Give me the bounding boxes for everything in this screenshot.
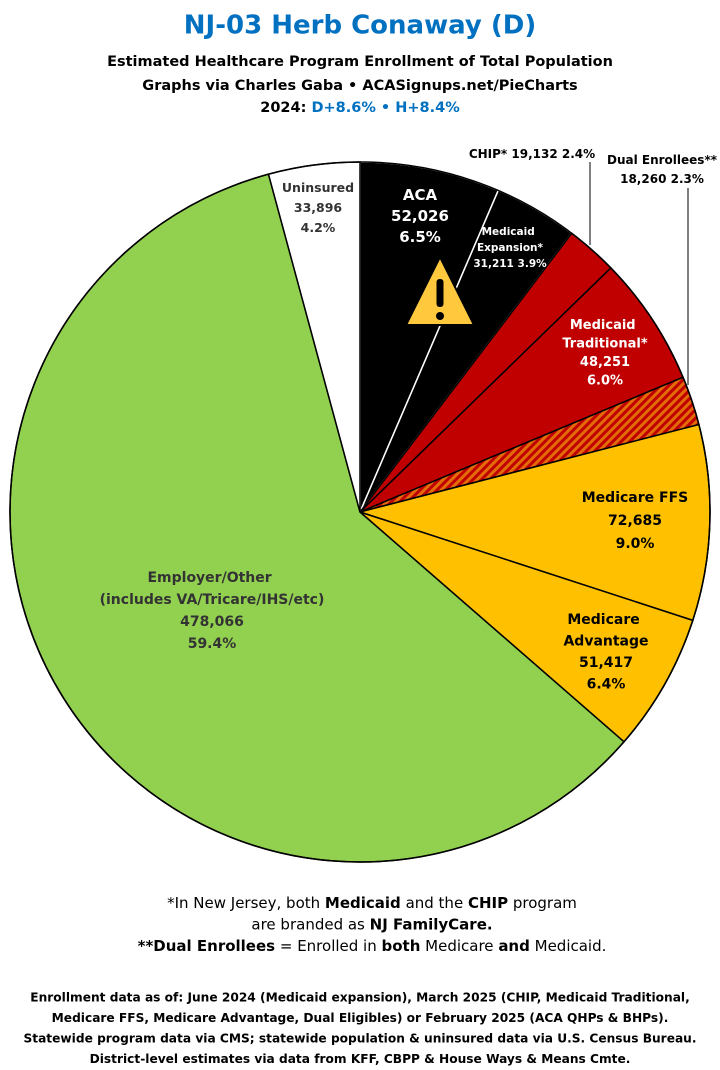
note-segment: both (382, 937, 421, 955)
slice-label: 9.0% (616, 536, 655, 552)
note: *In New Jersey, both Medicaid and the CH… (167, 894, 577, 912)
slice-label: 6.4% (587, 677, 626, 693)
slice-label: Uninsured (282, 180, 354, 195)
slice-label: 51,417 (579, 655, 633, 671)
slice-percent: 6.4% (587, 677, 626, 693)
slice-label: 33,896 (294, 200, 343, 215)
slice-name: Medicare FFS (582, 490, 688, 506)
lean-sep: • (381, 100, 390, 116)
lean-h: H+8.4% (395, 100, 460, 116)
notes: *In New Jersey, both Medicaid and the CH… (23, 894, 696, 1067)
slice-label: Medicaid Traditional* (562, 318, 647, 352)
slice-label: 478,066 (180, 614, 244, 630)
footer-line: Statewide program data via CMS; statewid… (23, 1032, 696, 1046)
slice-value: 51,417 (579, 655, 633, 671)
slice-label: 4.2% (301, 220, 336, 235)
slice-name: Uninsured (282, 180, 354, 195)
lean-prefix: 2024: (260, 100, 306, 116)
note: are branded as NJ FamilyCare. (251, 915, 492, 933)
slice-label: 18,260 2.3% (620, 172, 704, 186)
slice-value: 31,211 (473, 258, 514, 270)
note-segment: CHIP (468, 894, 508, 912)
slice-label: 6.5% (399, 228, 441, 246)
slice-label: 48,251 (580, 355, 630, 370)
slice-label: 52,026 (391, 207, 449, 225)
pie-outline (9, 161, 711, 863)
warning-icon (405, 256, 475, 326)
footer-line: District-level estimates via data from K… (90, 1052, 631, 1066)
slice-name: Dual Enrollees** (607, 153, 718, 167)
note-segment: *In New Jersey, both (167, 894, 325, 912)
labels: ACA 52,026 6.5% Medicaid Expansion* 31,211 3… (100, 147, 718, 693)
subtitle: Graphs via Charles Gaba • ACASignups.net… (142, 78, 577, 94)
slice-percent: 9.0% (616, 536, 655, 552)
footer-line: Medicare FFS, Medicare Advantage, Dual E… (52, 1011, 669, 1025)
note-segment: program (508, 894, 577, 912)
slice-percent: 4.2% (301, 220, 336, 235)
slice-value: 48,251 (580, 355, 630, 370)
slice-name: CHIP* (469, 147, 508, 161)
slice-label: Employer/Other (includes VA/Tricare/IHS/… (100, 570, 325, 608)
note-segment: and (498, 937, 530, 955)
slice-percent: 2.3% (671, 172, 704, 186)
slice-name: ACA (403, 186, 438, 204)
note: **Dual Enrollees = Enrolled in both Medi… (138, 937, 607, 955)
slice-value: 19,132 (511, 147, 557, 161)
slice-value: 72,685 (608, 513, 662, 529)
slice-label: Medicare FFS (582, 490, 688, 506)
note-segment: NJ FamilyCare. (370, 915, 493, 933)
slice-value: 18,260 (620, 172, 666, 186)
slice-label: CHIP* 19,132 2.4% (469, 147, 595, 161)
lean: 2024: D+8.6% • H+8.4% (260, 100, 460, 116)
subtitle: Estimated Healthcare Program Enrollment … (107, 54, 613, 70)
slice-percent: 3.9% (518, 258, 548, 270)
slice-label: Medicaid Expansion* (477, 226, 544, 254)
footer-line: Enrollment data as of: June 2024 (Medica… (30, 991, 689, 1005)
lean-d: D+8.6% (311, 100, 376, 116)
slice-label: 31,211 3.9% (473, 258, 547, 270)
warning-bar (436, 279, 444, 307)
note-segment: **Dual Enrollees (138, 937, 276, 955)
slice-label: 59.4% (188, 636, 237, 652)
slice-label: ACA (403, 186, 438, 204)
note-segment: = Enrolled in (275, 937, 381, 955)
warning-dot (436, 312, 444, 320)
slice-value: 478,066 (180, 614, 244, 630)
slice-value: 33,896 (294, 200, 343, 215)
note-segment: Medicaid. (530, 937, 607, 955)
slice-value: 52,026 (391, 207, 449, 225)
slice-percent: 6.0% (587, 373, 623, 388)
slice-label: 72,685 (608, 513, 662, 529)
slice-label: Medicare Advantage (563, 612, 648, 650)
slice-percent: 2.4% (562, 147, 595, 161)
pie (9, 161, 711, 863)
note-segment: are branded as (251, 915, 369, 933)
note-segment: Medicare (420, 937, 498, 955)
note-segment: Medicaid (325, 894, 401, 912)
slice-label: 6.0% (587, 373, 623, 388)
slice-percent: 59.4% (188, 636, 237, 652)
chart-title: NJ-03 Herb Conaway (D) (184, 11, 536, 41)
slice-percent: 6.5% (399, 228, 441, 246)
note-segment: and the (401, 894, 468, 912)
slice-label: Dual Enrollees** (607, 153, 718, 167)
